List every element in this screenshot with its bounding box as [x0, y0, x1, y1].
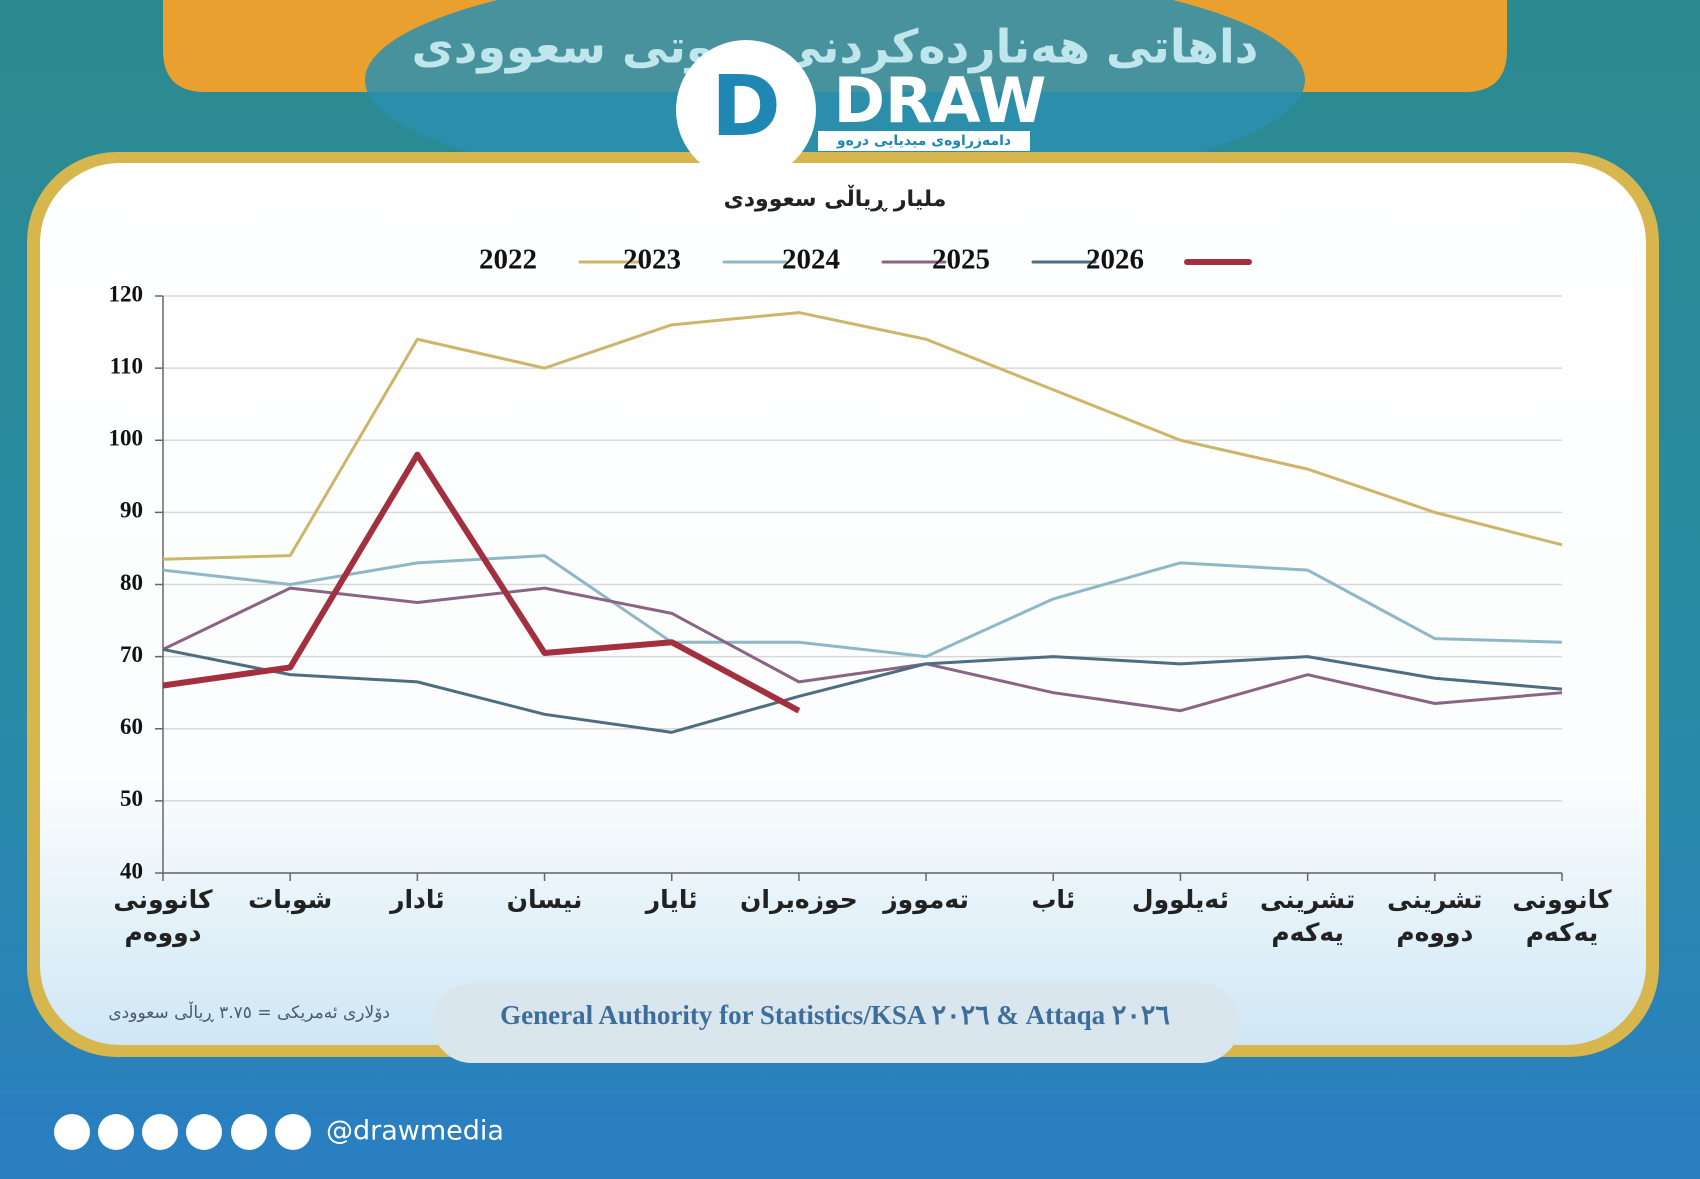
logo-subtitle: دامەزراوەی میدیایی درەو	[836, 133, 1011, 149]
x-tick-label: ئەیلوول	[1132, 885, 1229, 915]
x-tick-label: تەمووز	[881, 885, 969, 915]
legend-label: 2024	[782, 244, 840, 276]
x-tick-label: تشرینی یەکەم	[1260, 885, 1355, 947]
x-tick-label: تشرینی دووەم	[1387, 885, 1482, 948]
series-line	[162, 647, 1563, 734]
card	[40, 163, 1646, 1045]
y-tick-label: 70	[120, 642, 143, 667]
source: General Authority for Statistics/KSA ٢٠٢…	[500, 1000, 1170, 1030]
footnote: دۆلاری ئەمریکی = ٣.٧٥ ڕیاڵی سعوودی	[108, 1001, 390, 1023]
legend-label: 2022	[479, 244, 537, 276]
handle: @drawmedia	[326, 1116, 504, 1147]
x-tick-label: نیسان	[507, 885, 583, 914]
series-line	[162, 586, 1563, 713]
x-tick-label: شوبات	[248, 885, 332, 915]
icon-facebook[interactable]	[54, 1114, 90, 1150]
source-box	[432, 983, 1240, 1063]
y-tick-label: 90	[120, 498, 143, 523]
x-tick-label: کانوونی یەکەم	[1512, 885, 1612, 947]
icon-youtube[interactable]	[186, 1114, 222, 1150]
y-tick-label: 110	[110, 353, 143, 378]
x-tick-label: ئاب	[1031, 885, 1075, 914]
icon-tiktok[interactable]	[231, 1114, 267, 1150]
y-tick-label: 80	[120, 570, 143, 595]
icon-instagram[interactable]	[142, 1114, 178, 1150]
x-tick-label: حوزەیران	[740, 885, 858, 915]
y-tick-label: 60	[120, 714, 143, 739]
x-tick-label: کانوونی دووەم	[113, 885, 213, 948]
icon-whatsapp[interactable]	[275, 1114, 311, 1150]
y-tick-label: 100	[109, 426, 144, 451]
y-tick-label: 50	[120, 786, 143, 811]
icon-x[interactable]	[98, 1114, 134, 1150]
legend-label: 2023	[623, 244, 681, 276]
logo-circle	[676, 40, 816, 180]
logo: DRAW	[834, 64, 1047, 137]
logo-d: D	[711, 57, 781, 155]
y-tick-label: 40	[120, 858, 143, 883]
series-line	[162, 311, 1563, 561]
legend-label: 2025	[932, 244, 990, 276]
header-title: داهاتی هەناردەکردنی نەوتی سعوودی	[412, 20, 1259, 74]
social-icons	[54, 1114, 311, 1150]
series-line	[162, 554, 1563, 659]
y-tick-label: 120	[109, 281, 144, 306]
logo-subtitle-box	[818, 131, 1030, 151]
header-glow	[365, 0, 1305, 195]
legend-label: 2026	[1086, 244, 1144, 276]
x-tick-label: ئایار	[644, 885, 698, 914]
series-line	[162, 451, 801, 714]
y-axis-label: ملیار ڕیاڵی سعوودی	[724, 184, 947, 212]
x-tick-label: ئادار	[388, 885, 445, 914]
